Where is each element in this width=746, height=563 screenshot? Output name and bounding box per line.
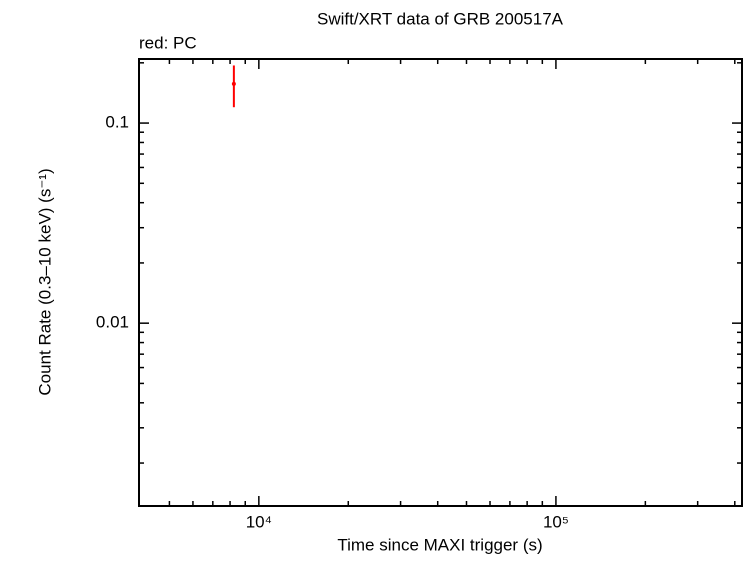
chart-subtitle: red: PC xyxy=(139,33,197,52)
x-tick-label: 10⁵ xyxy=(543,512,569,531)
y-axis-label: Count Rate (0.3–10 keV) (s⁻¹) xyxy=(35,168,54,395)
x-axis-label: Time since MAXI trigger (s) xyxy=(337,535,542,554)
data-point xyxy=(231,81,236,86)
y-tick-label: 0.01 xyxy=(96,313,129,332)
chart-title: Swift/XRT data of GRB 200517A xyxy=(317,9,564,28)
plot-frame xyxy=(138,58,743,507)
x-tick-label: 10⁴ xyxy=(246,512,272,531)
y-tick-label: 0.1 xyxy=(105,113,129,132)
